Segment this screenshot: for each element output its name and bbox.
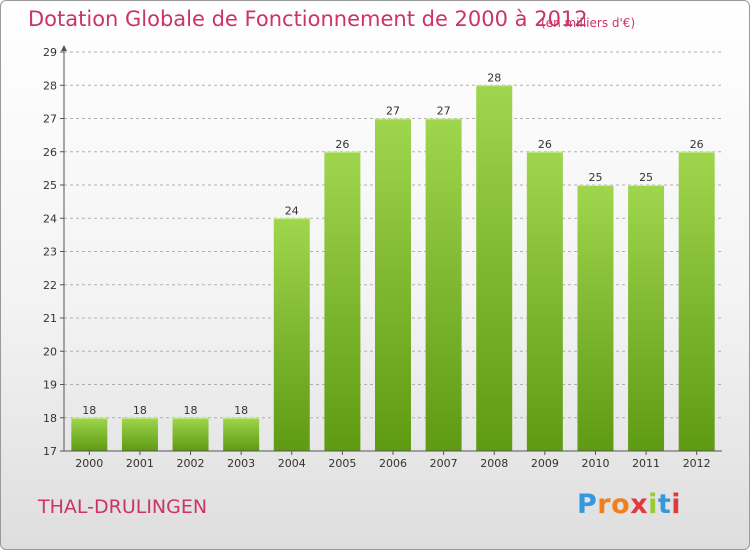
y-tick-label: 28 xyxy=(43,79,57,92)
bar-value-label: 28 xyxy=(487,71,501,84)
x-tick-label: 2010 xyxy=(581,457,609,470)
commune-name: THAL-DRULINGEN xyxy=(38,496,208,518)
bar-value-label: 18 xyxy=(82,404,96,417)
x-tick-label: 2006 xyxy=(379,457,407,470)
proxiti-logo: Proxiti xyxy=(577,489,681,520)
labels: 17 18 19 20 21 22 23 24 25 26 27 28 29 18 2000 18 2001 18… xyxy=(43,46,711,470)
y-tick-label: 17 xyxy=(43,445,57,458)
y-tick-label: 19 xyxy=(43,379,57,392)
x-tick-label: 2012 xyxy=(683,457,711,470)
chart-subtitle: (en milliers d'€) xyxy=(541,16,636,30)
bar-value-label: 24 xyxy=(285,204,299,217)
logo-letter: x xyxy=(630,489,649,520)
y-tick-label: 22 xyxy=(43,279,57,292)
bar xyxy=(628,185,665,451)
logo-letter: o xyxy=(611,489,631,520)
logo-letter: r xyxy=(597,489,612,520)
bar-value-label: 27 xyxy=(386,105,400,118)
bar xyxy=(577,185,614,451)
bar xyxy=(223,417,260,451)
y-tick-label: 18 xyxy=(43,412,57,425)
logo-letter: i xyxy=(648,489,658,520)
x-tick-label: 2000 xyxy=(75,457,103,470)
bar-value-label: 26 xyxy=(335,138,349,151)
bar-value-label: 18 xyxy=(234,404,248,417)
y-tick-label: 23 xyxy=(43,246,57,259)
y-tick-label: 25 xyxy=(43,179,57,192)
bar-value-label: 26 xyxy=(690,138,704,151)
y-tick-label: 21 xyxy=(43,312,57,325)
bar xyxy=(526,151,563,451)
bar-value-label: 25 xyxy=(639,171,653,184)
bar xyxy=(678,151,715,451)
bar-value-label: 26 xyxy=(538,138,552,151)
logo-letter: t xyxy=(657,489,672,520)
x-tick-label: 2008 xyxy=(480,457,508,470)
axes xyxy=(60,45,722,455)
x-tick-label: 2002 xyxy=(177,457,205,470)
bar xyxy=(324,151,361,451)
bar-value-label: 27 xyxy=(437,105,451,118)
y-axis-arrow xyxy=(61,45,67,51)
bar-value-label: 18 xyxy=(184,404,198,417)
bar-value-label: 18 xyxy=(133,404,147,417)
y-tick-label: 26 xyxy=(43,146,57,159)
x-tick-label: 2007 xyxy=(430,457,458,470)
bar xyxy=(425,118,462,451)
bar xyxy=(121,417,158,451)
bar xyxy=(375,118,411,451)
y-tick-label: 24 xyxy=(43,212,57,225)
bars xyxy=(71,85,715,451)
x-tick-label: 2005 xyxy=(328,457,356,470)
x-tick-label: 2003 xyxy=(227,457,255,470)
bar xyxy=(71,417,108,451)
bar-value-label: 25 xyxy=(588,171,602,184)
y-tick-label: 27 xyxy=(43,113,57,126)
bar xyxy=(273,218,310,451)
logo-letter: i xyxy=(671,489,682,520)
bar xyxy=(476,85,513,451)
y-tick-label: 29 xyxy=(43,46,57,59)
chart-title: Dotation Globale de Fonctionnement de 20… xyxy=(28,7,588,31)
x-tick-label: 2011 xyxy=(632,457,660,470)
x-tick-label: 2009 xyxy=(531,457,559,470)
bar xyxy=(172,417,209,451)
logo-letter: P xyxy=(577,489,598,520)
x-tick-label: 2001 xyxy=(126,457,154,470)
y-tick-label: 20 xyxy=(43,345,57,358)
x-tick-label: 2004 xyxy=(278,457,306,470)
